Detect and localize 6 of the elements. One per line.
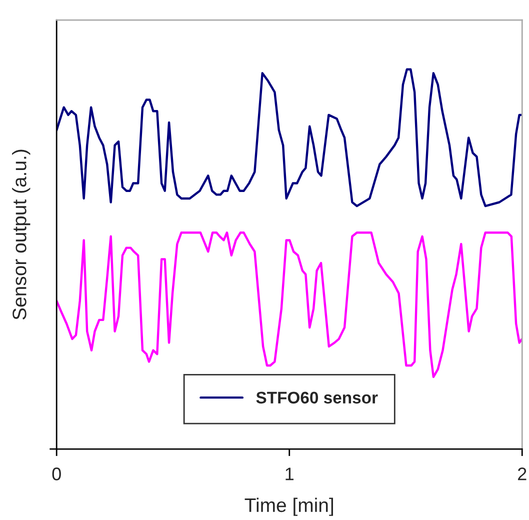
x-tick-label: 2	[518, 468, 526, 480]
x-axis-title: Time [min]	[244, 498, 333, 516]
y-axis-title: Sensor output (a.u.)	[12, 150, 30, 320]
x-tick-label: 1	[286, 468, 294, 480]
legend-label: STFO60 sensor	[256, 392, 378, 404]
x-tick-label: 0	[52, 468, 61, 480]
